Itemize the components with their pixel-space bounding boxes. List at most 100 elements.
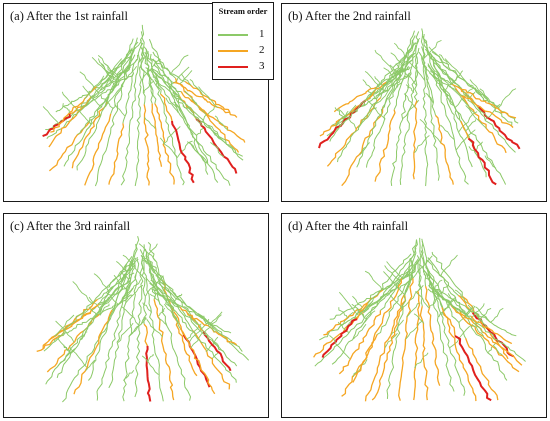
stream-order-1: [134, 244, 145, 398]
stream-order-1: [411, 239, 418, 279]
tributary-order-1: [163, 126, 181, 145]
stream-order-2: [449, 303, 520, 373]
tributary-order-1: [366, 99, 386, 120]
stream-order-1: [399, 47, 420, 185]
tributary-order-1: [454, 289, 468, 304]
stream-order-2: [412, 100, 418, 180]
tributary-order-1: [475, 306, 491, 323]
stream-order-1: [429, 52, 516, 153]
stream-order-2: [46, 314, 100, 373]
stream-order-1: [76, 38, 134, 171]
tributary-order-1: [125, 66, 137, 81]
stream-order-2: [338, 310, 382, 375]
tributary-order-1: [451, 70, 464, 86]
tributary-order-1: [54, 314, 75, 337]
stream-order-2: [36, 302, 100, 353]
tributary-order-1: [389, 64, 401, 78]
stream-order-2: [435, 115, 454, 185]
stream-order-1: [390, 44, 417, 186]
stream-order-2: [419, 305, 429, 401]
stream-network-a: [42, 24, 246, 187]
tributary-order-1: [415, 290, 430, 309]
tributary-order-1: [143, 80, 155, 94]
stream-order-2: [470, 315, 513, 345]
tributary-order-1: [335, 110, 349, 126]
stream-order-1: [140, 42, 146, 105]
stream-order-1: [150, 262, 194, 331]
tributary-order-1: [97, 58, 115, 78]
tributary-order-1: [488, 342, 497, 353]
tributary-order-1: [85, 359, 96, 371]
panel-title: (b) After the 2nd rainfall: [288, 9, 411, 23]
tributary-order-1: [141, 243, 158, 263]
stream-order-1: [154, 78, 243, 157]
stream-order-1: [139, 249, 164, 402]
legend-label: 2: [259, 44, 265, 56]
tributary-order-1: [424, 67, 446, 90]
tributary-order-1: [113, 274, 128, 292]
stream-order-1: [152, 51, 176, 79]
tributary-order-1: [353, 323, 367, 340]
tributary-order-1: [374, 49, 393, 72]
tributary-order-1: [468, 146, 479, 156]
stream-order-1: [418, 51, 437, 116]
tributary-order-1: [117, 322, 134, 343]
stream-order-2: [48, 121, 91, 172]
tributary-order-1: [389, 294, 403, 310]
tributary-order-1: [160, 282, 173, 295]
legend-swatch-order-2: [218, 50, 248, 52]
stream-order-1: [144, 248, 191, 401]
tributary-order-1: [139, 66, 159, 89]
tributary-order-1: [102, 61, 124, 85]
tributary-order-1: [372, 87, 391, 108]
legend-item: 2: [218, 44, 270, 57]
tributary-order-1: [362, 79, 372, 89]
stream-order-3: [145, 345, 152, 402]
stream-order-2: [73, 309, 113, 395]
tributary-order-1: [80, 331, 88, 341]
tributary-order-1: [405, 55, 416, 67]
panel-title: (a) After the 1st rainfall: [10, 9, 129, 23]
stream-order-1: [422, 35, 469, 185]
stream-order-1: [382, 268, 410, 291]
stream-order-2: [313, 312, 364, 358]
stream-order-2: [333, 86, 378, 113]
tributary-order-1: [479, 88, 499, 108]
tributary-order-1: [404, 70, 417, 86]
tributary-order-1: [146, 353, 154, 363]
tributary-order-1: [470, 84, 478, 93]
stream-order-1: [366, 30, 415, 168]
stream-order-1: [421, 46, 429, 187]
tributary-order-1: [212, 350, 220, 359]
stream-order-1: [122, 256, 140, 402]
stream-order-2: [143, 323, 149, 347]
tributary-order-1: [57, 348, 76, 367]
stream-order-1: [108, 236, 140, 389]
stream-order-1: [155, 275, 250, 361]
tributary-order-1: [422, 39, 442, 60]
stream-order-2: [454, 87, 507, 154]
tributary-order-1: [138, 243, 157, 262]
tributary-order-1: [146, 318, 163, 338]
stream-order-1: [122, 54, 139, 124]
stream-order-1: [149, 53, 219, 183]
stream-order-2: [160, 93, 173, 122]
tributary-order-1: [142, 302, 152, 313]
stream-order-1: [152, 68, 174, 84]
stream-network-b: [318, 28, 521, 187]
panel-b: (b) After the 2nd rainfall: [281, 3, 547, 202]
tributary-order-1: [334, 107, 344, 118]
tributary-order-1: [392, 66, 410, 86]
tributary-order-1: [475, 141, 484, 151]
stream-order-1: [120, 31, 143, 186]
tributary-order-1: [403, 93, 416, 108]
stream-order-2: [398, 278, 414, 401]
tributary-order-1: [364, 71, 381, 89]
tributary-order-1: [449, 325, 471, 349]
tributary-order-1: [105, 85, 124, 107]
stream-order-1: [420, 28, 440, 181]
tributary-order-1: [490, 307, 504, 323]
stream-order-2: [374, 109, 396, 182]
tributary-order-1: [88, 296, 102, 312]
stream-order-1: [427, 288, 472, 317]
